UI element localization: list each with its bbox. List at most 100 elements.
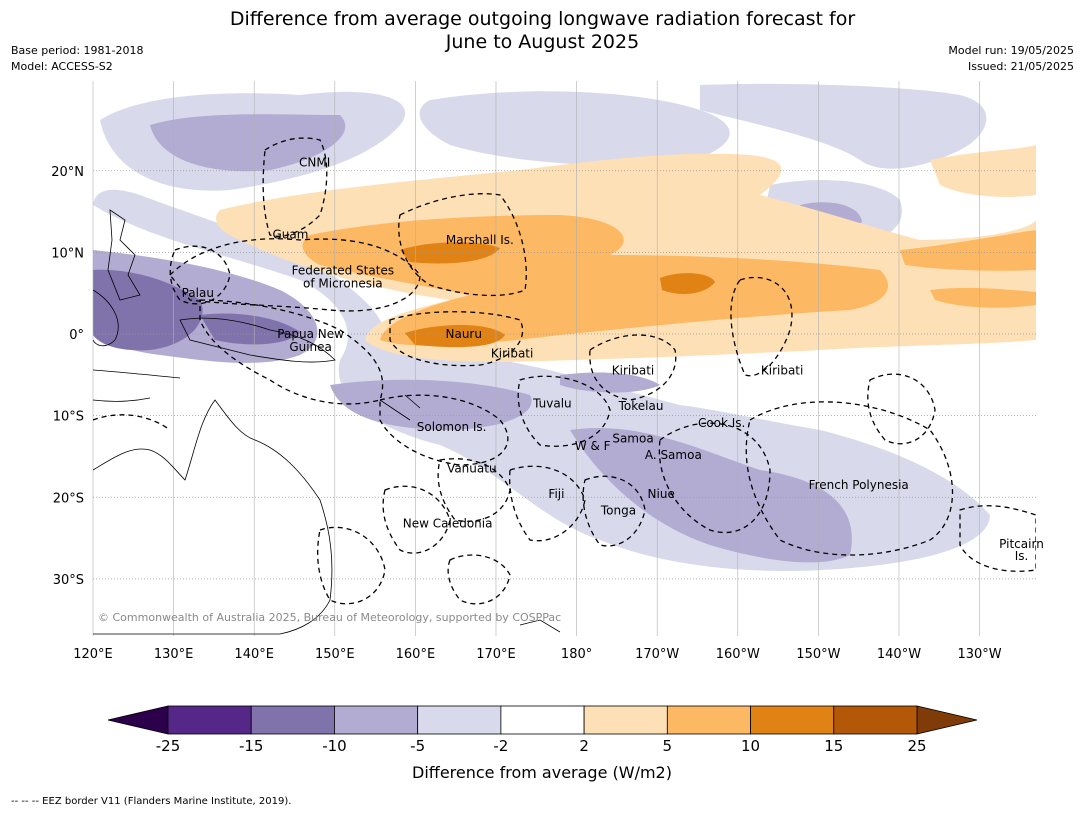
eez-french-polynesia [745,401,954,556]
place-label: Marshall Is. [446,233,514,247]
place-label: Kiribati [761,364,803,378]
field-region [560,372,660,393]
place-label: Tuvalu [532,396,572,410]
field-region [930,145,1036,197]
base-model-info: Base period: 1981-2018 Model: ACCESS-S2 [11,43,143,75]
model-run-text: Model run: 19/05/2025 [948,44,1074,57]
field-region [900,230,1036,271]
lon-tick-label: 150°E [315,647,355,662]
lat-tick-label: 10°S [53,410,84,425]
eez-kiribati-line [730,276,793,377]
eez-tuvalu-tokelau [517,375,611,447]
colorbar-tick-label: -25 [156,737,181,755]
lat-tick-label: 0° [69,328,84,343]
eez-nauru-west [93,414,171,431]
axis-labels: 120°E 130°E 140°E 150°E 160°E 170°E 180° 170°W 1… [51,165,1002,662]
place-label: Nauru [446,327,482,341]
anomaly-field [93,83,1036,571]
field-region [400,242,500,264]
place-label: Pitcairn [999,537,1044,551]
place-label: A. Samoa [645,448,702,462]
place-label: Kiribati [612,364,654,378]
place-label: Palau [182,286,214,300]
issued-text: Issued: 21/05/2025 [967,60,1074,73]
colorbar-swatch [583,705,668,735]
chart-title: Difference from average outgoing longwav… [0,8,1085,54]
eez-footnote: -- -- -- EEZ border V11 (Flanders Marine… [11,796,292,807]
australia-coast [93,399,333,635]
colorbar-tick-label: 25 [907,737,926,755]
copyright-notice: © Commonwealth of Australia 2025, Bureau… [98,611,561,624]
map-gridlines [92,81,1036,636]
place-label: of Micronesia [303,276,383,290]
field-region [150,114,346,172]
colorbar-swatch [250,705,335,735]
colorbar-swatch [833,705,918,735]
lat-tick-label: 30°S [53,573,84,588]
colorbar-tick-label: 15 [824,737,843,755]
field-region [570,428,852,563]
eez-fiji [509,465,586,542]
eez-tonga [582,475,646,547]
colorbar-swatch [417,705,502,735]
field-region [93,269,203,351]
place-label: Papua New [277,327,344,341]
place-label: Vanuatu [447,462,497,476]
field-region [200,313,300,345]
borneo-coast [93,289,119,347]
eez-cook [658,422,771,534]
colorbar: -25 -15 -10 -5 -2 2 5 10 15 25 [107,705,978,755]
place-label: Is. [1015,549,1029,563]
field-region [930,287,1036,308]
place-label: Guinea [289,340,332,354]
lon-tick-label: 170°W [635,647,679,662]
eez-pitcairn [959,505,1036,572]
colorbar-tick-label: 2 [579,737,589,755]
place-label: Tonga [600,503,636,517]
run-issue-info: Model run: 19/05/2025 Issued: 21/05/2025 [948,43,1074,75]
field-region [700,83,987,169]
place-label: Kiribati [491,347,533,361]
lon-tick-label: 170°E [476,647,516,662]
title-line-2: June to August 2025 [445,31,640,53]
place-label: Samoa [612,431,653,445]
place-label: Fiji [548,487,564,501]
coastlines [93,209,561,635]
colorbar-swatch [167,705,252,735]
lat-tick-label: 20°N [51,165,84,180]
field-region [419,91,730,166]
place-label: French Polynesia [809,478,909,492]
philippines-coast [107,209,141,301]
eez-hawaii-south [867,373,936,445]
model-text: Model: ACCESS-S2 [11,60,113,73]
lon-tick-label: 160°E [396,647,436,662]
field-region [660,273,715,294]
colorbar-tick-label: -2 [493,737,508,755]
eez-kermadec [447,554,511,605]
eez-solomon [379,394,509,466]
place-label: Tokelau [618,399,664,413]
lon-tick-label: 180° [561,647,592,662]
colorbar-tick-label: 10 [741,737,760,755]
colorbar-high-extend [916,705,978,735]
colorbar-tick-label: 5 [663,737,673,755]
lon-tick-label: 140°W [877,647,921,662]
new-guinea-coast [179,317,336,363]
lon-tick-label: 140°E [234,647,274,662]
colorbar-tick-label: -15 [239,737,264,755]
eez-vanuatu [437,458,511,522]
eez-micronesia [169,238,421,312]
place-label: W & F [575,439,611,453]
field-region [330,379,532,430]
lon-tick-label: 130°W [957,647,1001,662]
colorbar-tick-label: -5 [410,737,425,755]
colorbar-swatch [500,705,585,735]
lon-tick-label: 160°W [716,647,760,662]
eez-nauru-kiribati [389,311,524,367]
title-line-1: Difference from average outgoing longwav… [229,8,856,30]
nz-coast [519,619,561,633]
base-period-text: Base period: 1981-2018 [11,44,144,57]
lon-tick-label: 150°W [796,647,840,662]
